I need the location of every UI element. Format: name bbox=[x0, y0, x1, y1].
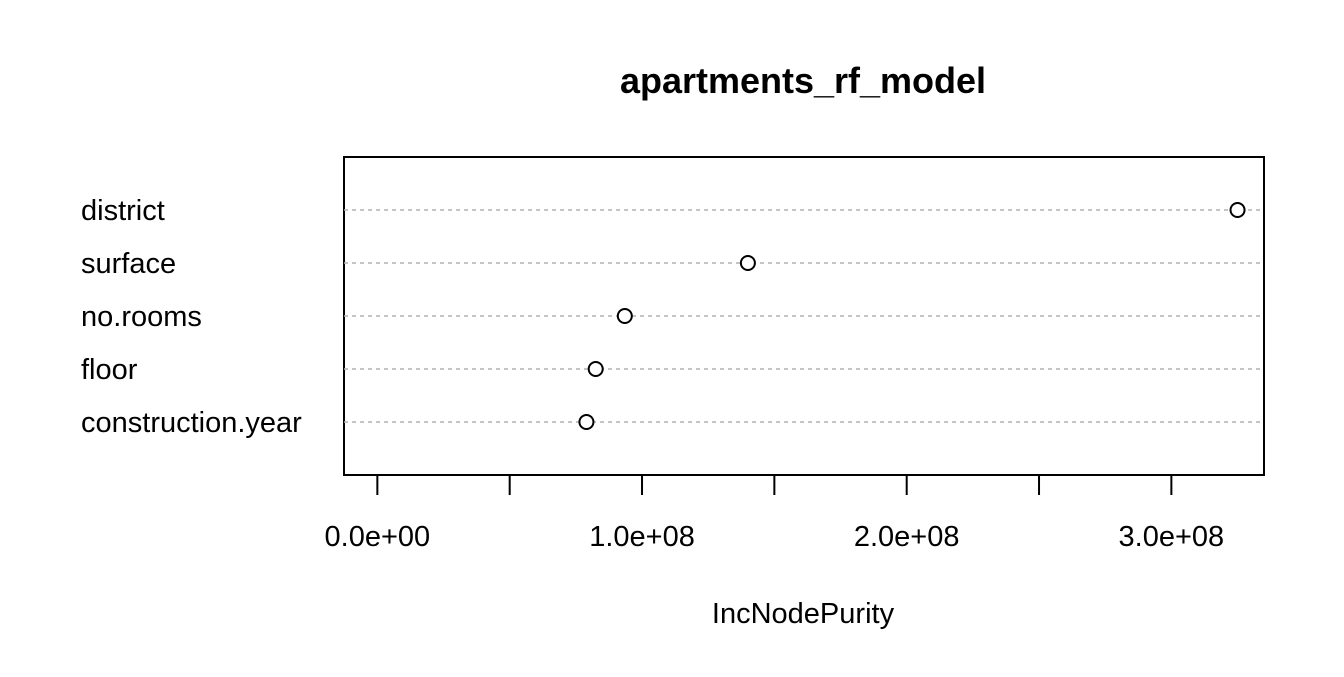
data-point-construction.year bbox=[578, 414, 595, 430]
category-label-no.rooms: no.rooms bbox=[81, 301, 202, 333]
x-tick-label: 0.0e+00 bbox=[325, 521, 431, 553]
chart-title: apartments_rf_model bbox=[620, 60, 986, 101]
data-point-district bbox=[1229, 202, 1246, 218]
point-layer bbox=[578, 202, 1246, 430]
category-label-construction.year: construction.year bbox=[81, 407, 302, 439]
x-tick-label: 2.0e+08 bbox=[854, 521, 960, 553]
grid-layer bbox=[344, 209, 1264, 423]
x-axis-title: IncNodePurity bbox=[712, 598, 895, 630]
data-point-surface bbox=[739, 255, 756, 271]
category-labels: district surface no.rooms floor construction… bbox=[81, 195, 302, 439]
x-tick-label: 1.0e+08 bbox=[589, 521, 695, 553]
category-label-district: district bbox=[81, 195, 165, 227]
data-point-no.rooms bbox=[616, 308, 633, 324]
x-axis: 0.0e+00 1.0e+08 2.0e+08 3.0e+08 bbox=[325, 474, 1225, 553]
data-point-floor bbox=[587, 361, 604, 377]
category-label-surface: surface bbox=[81, 248, 176, 280]
x-tick-label: 3.0e+08 bbox=[1119, 521, 1225, 553]
category-label-floor: floor bbox=[81, 354, 138, 386]
